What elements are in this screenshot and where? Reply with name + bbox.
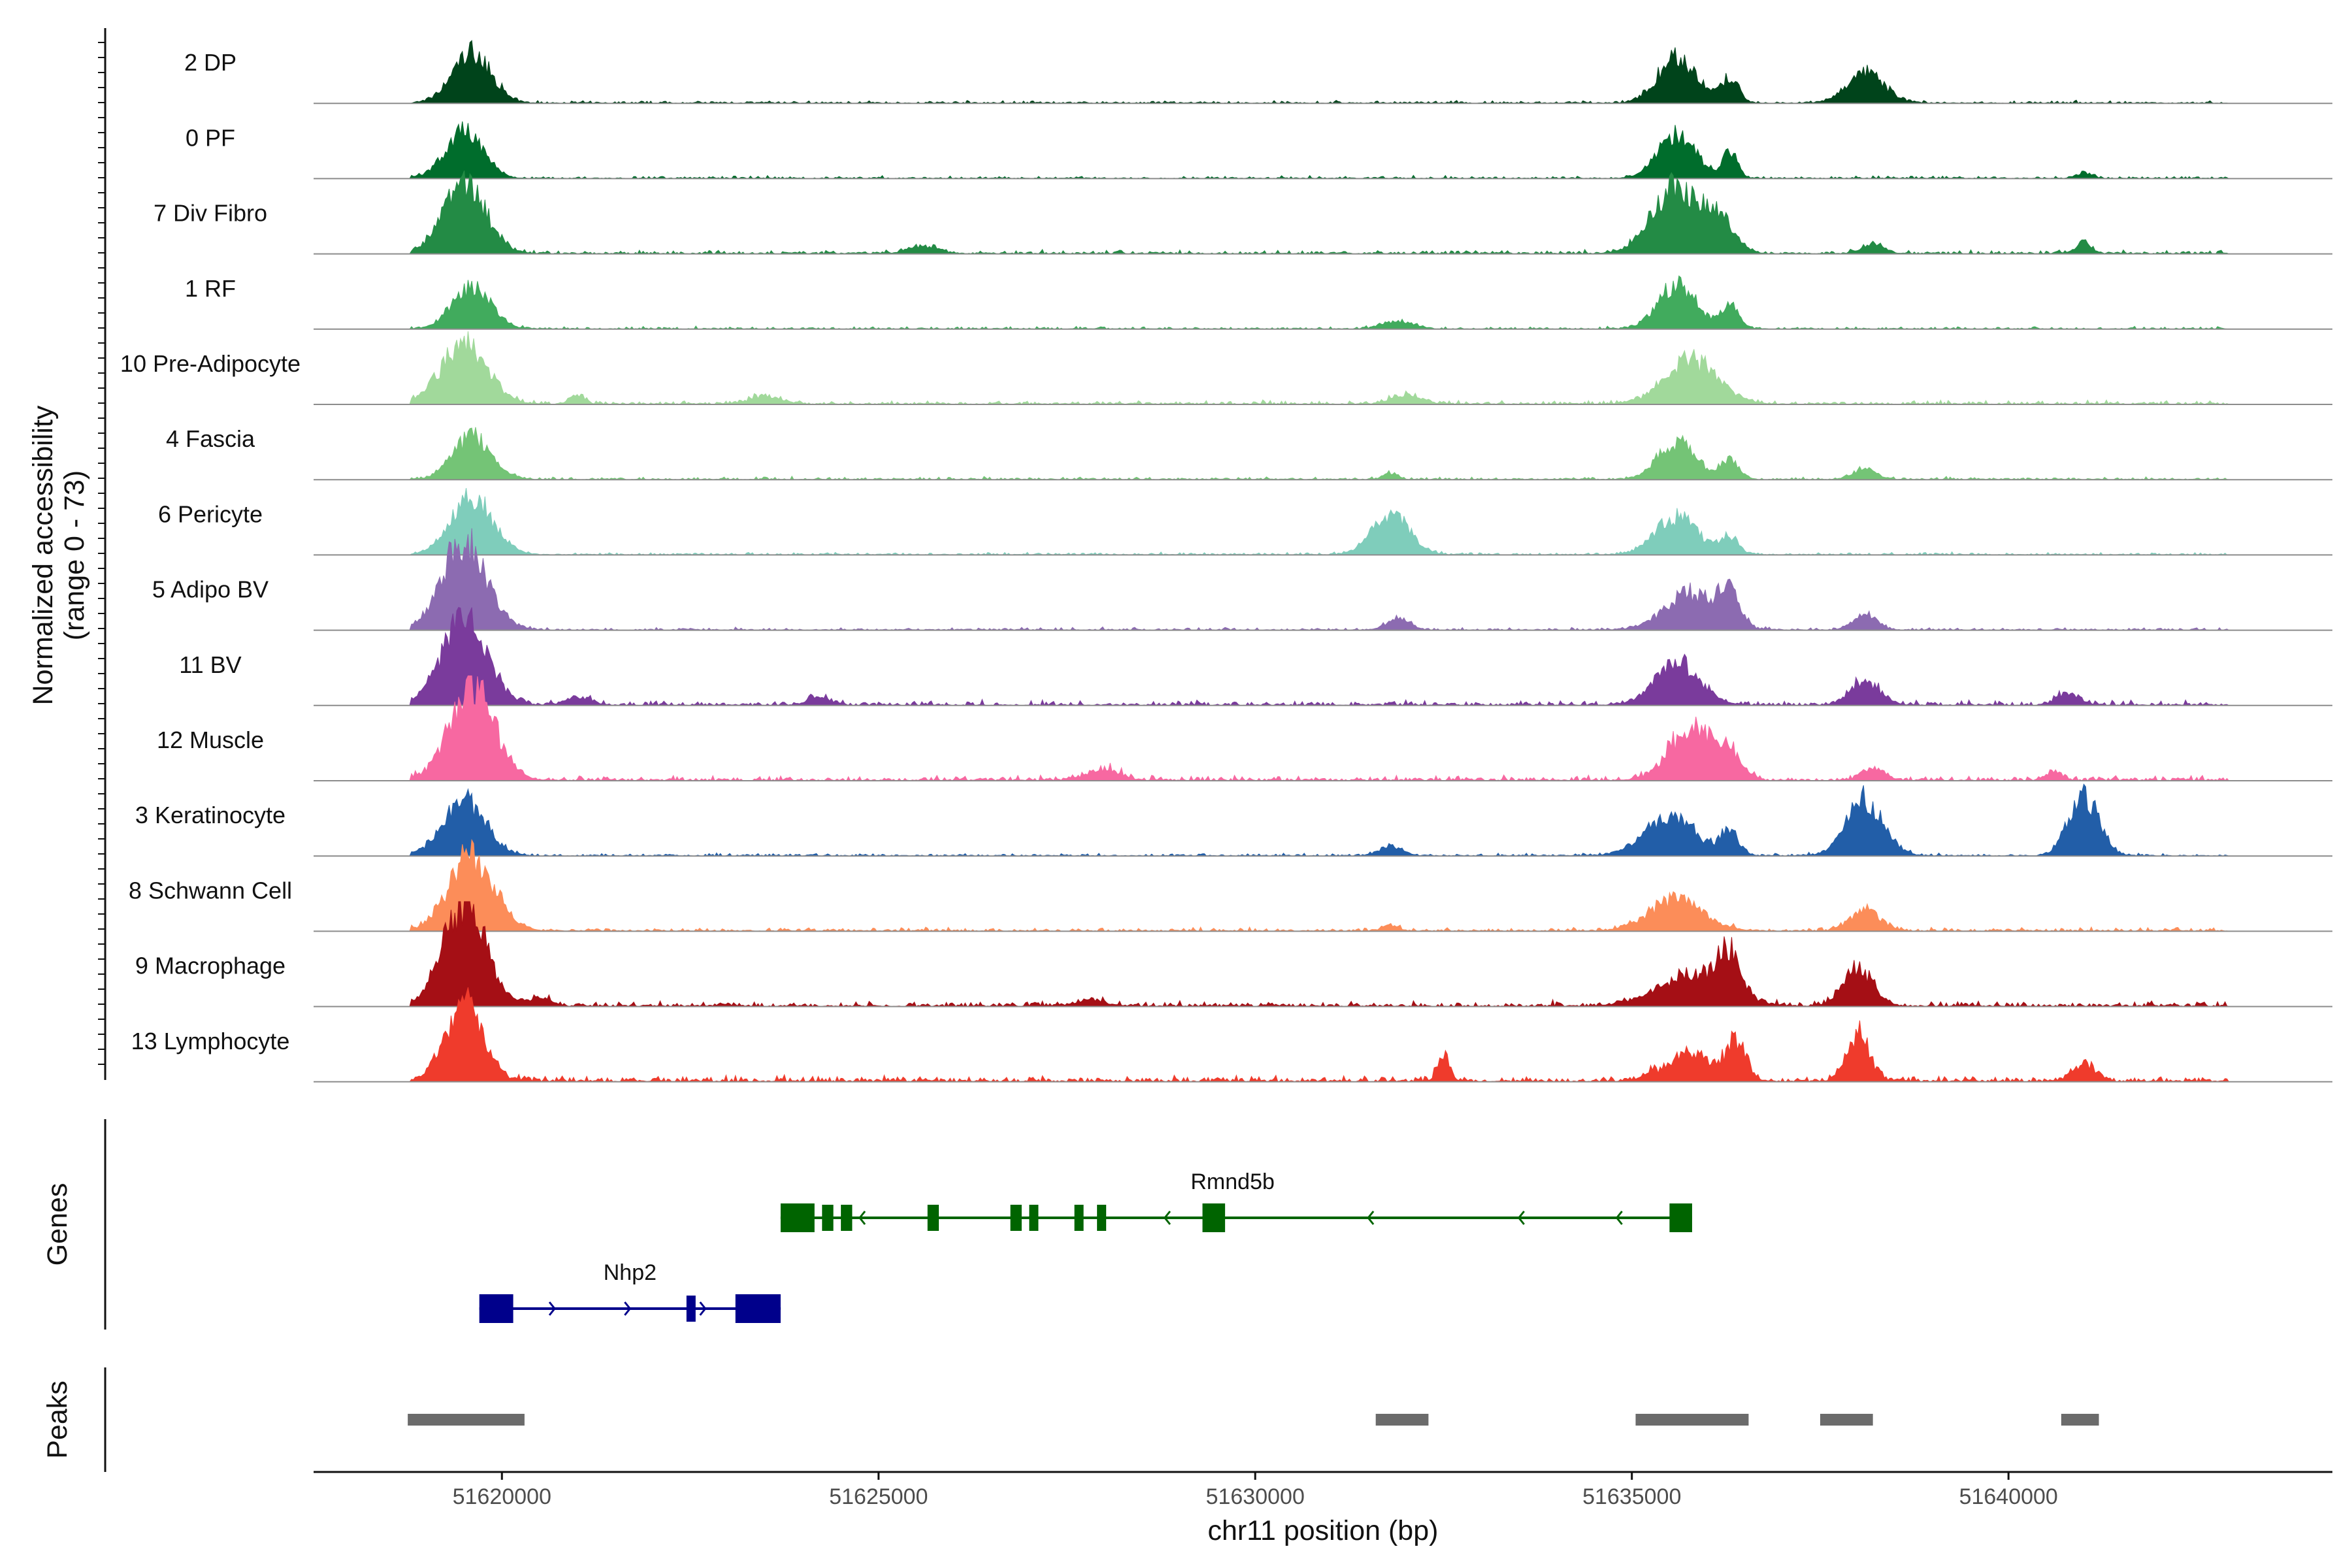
track-label: 13 Lymphocyte [131, 1028, 290, 1054]
gene-exon [780, 1203, 815, 1232]
gene-name-label: Nhp2 [604, 1260, 657, 1285]
coverage-track: 12 Muscle [157, 675, 2332, 782]
coverage-track: 0 PF [186, 121, 2332, 180]
track-label: 6 Pericyte [158, 500, 263, 527]
coverage-track: 13 Lymphocyte [131, 987, 2332, 1083]
gene-exon [822, 1205, 834, 1231]
coverage-y-axis-ticks [98, 42, 105, 1065]
coverage-track: 7 Div Fibro [154, 171, 2332, 255]
gene-name-label: Rmnd5b [1190, 1169, 1275, 1194]
track-label: 0 PF [186, 124, 235, 151]
x-tick-label: 51630000 [1206, 1484, 1305, 1509]
track-label: 8 Schwann Cell [129, 877, 292, 904]
track-label: 11 BV [179, 651, 241, 678]
track-label: 5 Adipo BV [152, 576, 269, 603]
x-tick-label: 51625000 [829, 1484, 928, 1509]
y-axis-title-line2: (range 0 - 73) [59, 470, 90, 641]
gene-exon [1669, 1203, 1692, 1232]
coverage-track: 3 Keratinocyte [135, 783, 2332, 857]
track-label: 10 Pre-Adipocyte [120, 350, 301, 377]
track-label: 12 Muscle [157, 727, 264, 753]
strand-arrow [548, 1301, 556, 1316]
x-axis-title: chr11 position (bp) [1208, 1515, 1439, 1546]
gene-exon [1202, 1203, 1226, 1232]
gene-exon [1074, 1205, 1084, 1231]
gene-exon [686, 1296, 696, 1322]
coverage-area [314, 606, 2332, 706]
strand-arrow [699, 1301, 707, 1316]
x-tick-label: 51640000 [1959, 1484, 2058, 1509]
y-axis-title-line1: Normalized accessibility [27, 405, 59, 705]
gene-exon [1029, 1205, 1039, 1231]
peak-region [1635, 1414, 1749, 1426]
gene-exon [479, 1294, 514, 1323]
coverage-track: 5 Adipo BV [152, 528, 2332, 631]
coverage-track: 11 BV [179, 606, 2332, 706]
coverage-track: 9 Macrophage [135, 901, 2332, 1007]
coverage-area [314, 675, 2332, 782]
gene-annotations: Rmnd5b Nhp2 [479, 1169, 1692, 1323]
gene-exon [1010, 1205, 1022, 1231]
gene-exon [1097, 1205, 1107, 1231]
peak-region [408, 1414, 525, 1426]
peak-region [1375, 1414, 1429, 1426]
x-tick-label: 51620000 [453, 1484, 551, 1509]
gene-model: Rmnd5b [780, 1169, 1692, 1232]
gene-exon [735, 1294, 781, 1323]
coverage-track: 8 Schwann Cell [129, 839, 2332, 932]
peak-region [1820, 1414, 1873, 1426]
track-label: 1 RF [185, 275, 236, 302]
track-label: 2 DP [184, 49, 237, 76]
strand-arrow [1615, 1211, 1623, 1225]
track-label: 9 Macrophage [135, 953, 286, 979]
coverage-track: 2 DP [184, 40, 2332, 105]
genes-panel-title: Genes [42, 1183, 73, 1266]
peak-regions [408, 1414, 2099, 1426]
strand-arrow [1163, 1211, 1171, 1225]
strand-arrow [858, 1211, 866, 1225]
gene-model: Nhp2 [479, 1260, 781, 1323]
gene-exon [927, 1205, 939, 1231]
strand-arrow [1367, 1211, 1375, 1225]
coverage-track: 4 Fascia [166, 425, 2332, 481]
peaks-panel-title: Peaks [42, 1380, 73, 1459]
coverage-track: 10 Pre-Adipocyte [120, 331, 2332, 405]
peak-region [2061, 1414, 2099, 1426]
coverage-track: 1 RF [185, 275, 2332, 330]
coverage-area [314, 901, 2332, 1007]
x-tick-label: 51635000 [1582, 1484, 1681, 1509]
strand-arrow [624, 1301, 632, 1316]
coverage-track: 6 Pericyte [158, 488, 2332, 556]
coverage-tracks: 2 DP 0 PF 7 Div Fibro 1 RF 10 Pre-Adipocyte 4… [120, 40, 2332, 1083]
x-axis-ticks: 51620000 51625000 51630000 51635000 51640000 [453, 1472, 2058, 1509]
gene-exon [841, 1205, 853, 1231]
strand-arrow [1517, 1211, 1525, 1225]
track-label: 7 Div Fibro [154, 200, 267, 227]
track-label: 3 Keratinocyte [135, 802, 286, 828]
track-label: 4 Fascia [166, 425, 255, 452]
